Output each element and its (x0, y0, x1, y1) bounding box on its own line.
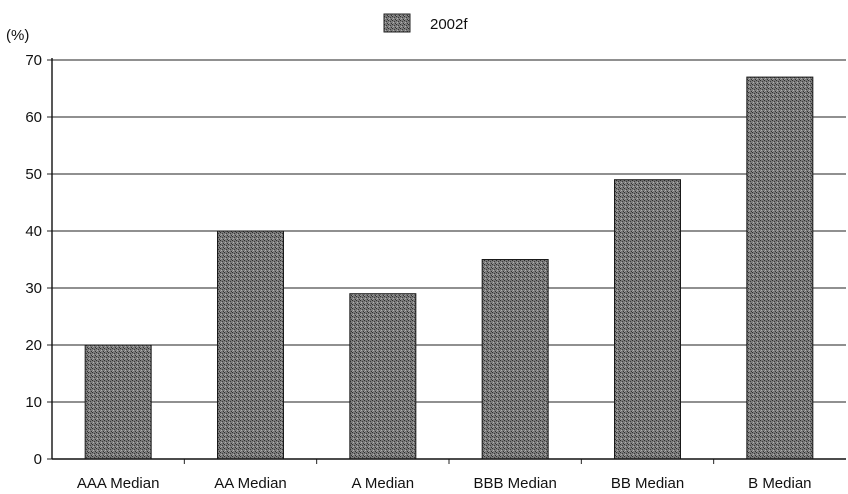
bars (84, 76, 814, 460)
bar (349, 293, 417, 460)
gridlines (47, 59, 846, 460)
y-tick-label: 20 (25, 337, 42, 354)
y-tick-label: 50 (25, 166, 42, 183)
y-tick-label: 10 (25, 394, 42, 411)
category-label: A Median (352, 475, 415, 492)
y-tick-label: 0 (34, 451, 42, 468)
bar (217, 230, 284, 460)
y-tick-label: 30 (25, 280, 42, 297)
category-label: BBB Median (473, 475, 556, 492)
category-label: BB Median (611, 475, 684, 492)
axes (51, 58, 846, 464)
bar (481, 259, 549, 460)
bar (84, 344, 152, 460)
y-tick-label: 40 (25, 223, 42, 240)
legend-label: 2002f (430, 16, 468, 33)
category-label: AAA Median (77, 475, 160, 492)
category-label: B Median (748, 475, 811, 492)
bar (746, 76, 814, 460)
legend: 2002f (383, 13, 468, 33)
category-labels: AAA Median AA Median A Median BBB Median BB … (77, 475, 812, 492)
y-tick-label: 70 (25, 52, 42, 69)
y-tick-label: 60 (25, 109, 42, 126)
bar (614, 179, 681, 460)
category-label: AA Median (214, 475, 287, 492)
legend-swatch (383, 13, 411, 33)
y-unit-label: (%) (6, 27, 29, 44)
y-tick-labels: 0 10 20 30 40 50 60 70 (25, 52, 42, 468)
